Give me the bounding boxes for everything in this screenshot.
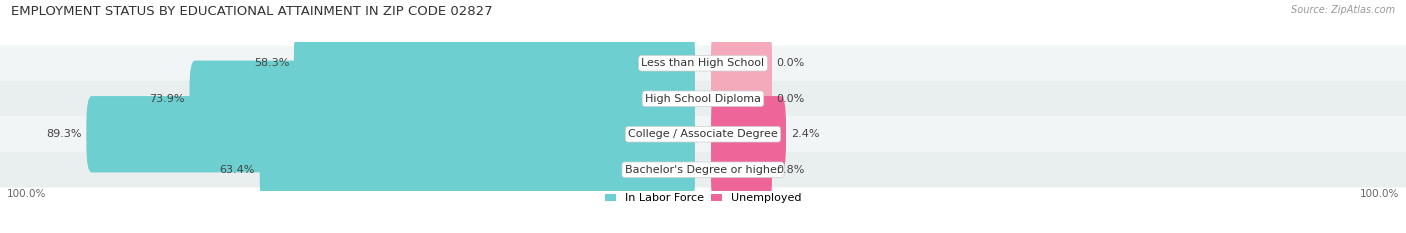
Text: College / Associate Degree: College / Associate Degree	[628, 129, 778, 139]
FancyBboxPatch shape	[0, 45, 1406, 81]
Text: 89.3%: 89.3%	[46, 129, 82, 139]
FancyBboxPatch shape	[711, 25, 772, 101]
FancyBboxPatch shape	[711, 132, 772, 208]
Text: 2.4%: 2.4%	[790, 129, 820, 139]
FancyBboxPatch shape	[86, 96, 695, 172]
FancyBboxPatch shape	[0, 116, 1406, 152]
FancyBboxPatch shape	[0, 152, 1406, 188]
Text: 100.0%: 100.0%	[1360, 189, 1399, 199]
Text: EMPLOYMENT STATUS BY EDUCATIONAL ATTAINMENT IN ZIP CODE 02827: EMPLOYMENT STATUS BY EDUCATIONAL ATTAINM…	[11, 5, 494, 18]
Text: Source: ZipAtlas.com: Source: ZipAtlas.com	[1291, 5, 1395, 15]
Text: Bachelor's Degree or higher: Bachelor's Degree or higher	[624, 165, 782, 175]
FancyBboxPatch shape	[711, 96, 786, 172]
Text: 0.0%: 0.0%	[776, 58, 804, 68]
Text: 0.0%: 0.0%	[776, 94, 804, 104]
FancyBboxPatch shape	[190, 61, 695, 137]
Text: 73.9%: 73.9%	[149, 94, 184, 104]
FancyBboxPatch shape	[711, 61, 772, 137]
Legend: In Labor Force, Unemployed: In Labor Force, Unemployed	[605, 193, 801, 203]
Text: High School Diploma: High School Diploma	[645, 94, 761, 104]
Text: 63.4%: 63.4%	[219, 165, 254, 175]
Text: 0.8%: 0.8%	[776, 165, 806, 175]
Text: Less than High School: Less than High School	[641, 58, 765, 68]
Text: 100.0%: 100.0%	[7, 189, 46, 199]
Text: 58.3%: 58.3%	[254, 58, 290, 68]
FancyBboxPatch shape	[294, 25, 695, 101]
FancyBboxPatch shape	[260, 132, 695, 208]
FancyBboxPatch shape	[0, 81, 1406, 116]
